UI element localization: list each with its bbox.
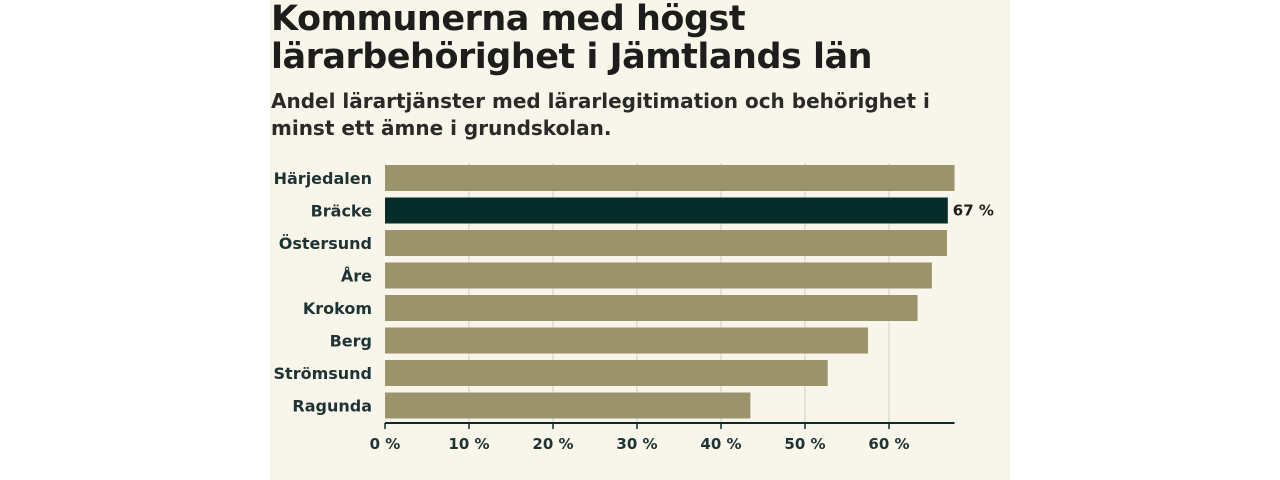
chart-title: Kommunerna med högst lärarbehörighet i J… [271,0,873,77]
bar-bräcke [385,197,948,224]
category-label-östersund: Östersund [279,234,372,253]
x-tick-label-60: 60 % [868,435,909,453]
x-tick-label-50: 50 % [784,435,825,453]
bar-krokom [385,295,918,321]
x-tick-label-30: 30 % [616,435,657,453]
bar-åre [385,262,932,289]
x-tick-label-0: 0 % [370,435,401,453]
bar-berg [385,327,868,354]
x-tick-label-20: 20 % [532,435,573,453]
bar-östersund [385,230,947,256]
bar-strömsund [385,360,828,386]
category-label-strömsund: Strömsund [274,364,372,383]
category-label-ragunda: Ragunda [292,397,372,416]
category-label-bräcke: Bräcke [311,202,373,221]
x-tick-label-10: 10 % [448,435,489,453]
bar-härjedalen [385,165,955,191]
chart-subtitle: Andel lärartjänster med lärarlegitimatio… [271,89,930,140]
bar-ragunda [385,392,751,419]
category-label-härjedalen: Härjedalen [274,169,372,188]
category-label-berg: Berg [330,332,372,351]
data-label-bräcke: 67 % [953,202,994,220]
category-label-krokom: Krokom [303,299,372,318]
x-tick-label-40: 40 % [700,435,741,453]
category-label-åre: Åre [341,267,372,286]
